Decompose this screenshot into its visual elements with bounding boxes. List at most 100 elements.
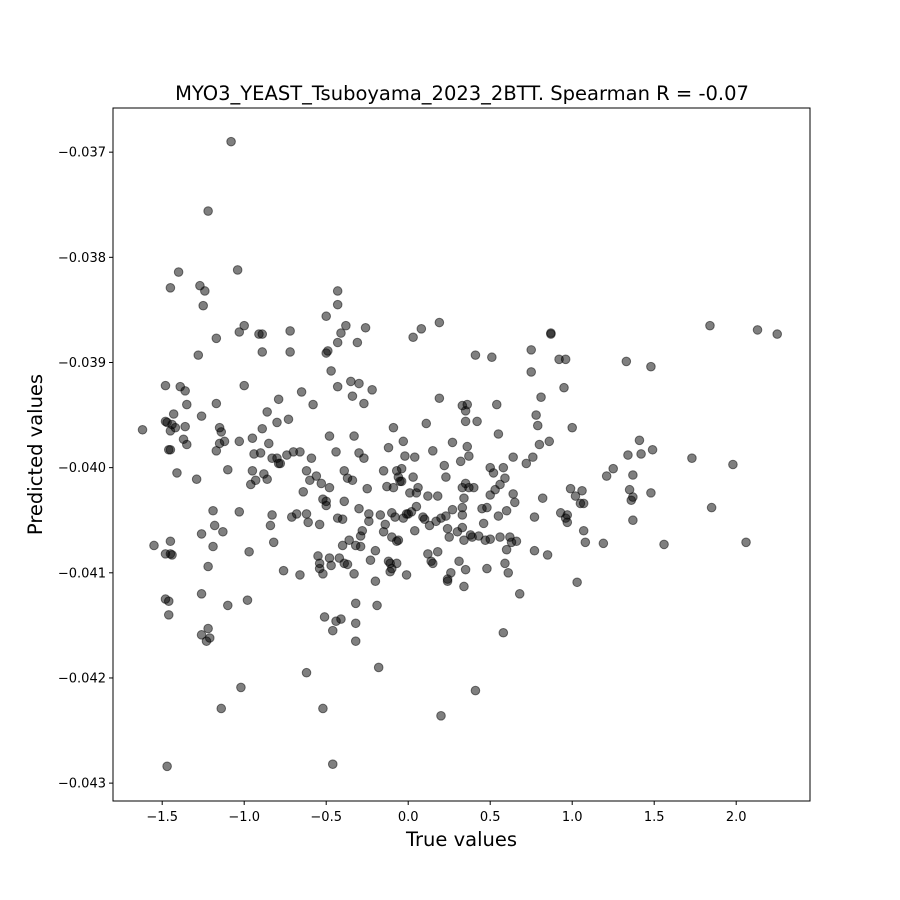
data-point bbox=[200, 286, 210, 296]
data-point bbox=[511, 536, 522, 547]
data-point bbox=[772, 329, 783, 339]
data-point bbox=[165, 283, 176, 293]
data-point bbox=[350, 618, 361, 629]
data-point bbox=[500, 473, 510, 483]
x-tick-label: −1.5 bbox=[146, 810, 178, 825]
data-point bbox=[268, 537, 279, 548]
data-point bbox=[301, 466, 312, 476]
data-point bbox=[529, 545, 540, 556]
data-point bbox=[495, 532, 505, 542]
data-point bbox=[706, 502, 717, 513]
data-point bbox=[239, 320, 249, 331]
data-point bbox=[434, 393, 445, 404]
data-point bbox=[318, 703, 328, 714]
data-point bbox=[577, 485, 587, 496]
data-point bbox=[487, 352, 497, 363]
data-point bbox=[250, 475, 261, 486]
data-point bbox=[209, 520, 220, 531]
data-point bbox=[488, 468, 499, 478]
data-point bbox=[441, 511, 451, 521]
data-point bbox=[621, 356, 632, 367]
data-point bbox=[447, 504, 458, 515]
data-point bbox=[332, 337, 343, 348]
data-point bbox=[510, 497, 520, 508]
data-point bbox=[608, 463, 619, 474]
data-point bbox=[472, 416, 482, 427]
data-point bbox=[401, 570, 412, 580]
data-point bbox=[165, 536, 176, 547]
data-point bbox=[493, 429, 504, 439]
data-point bbox=[349, 569, 359, 579]
data-point bbox=[359, 398, 369, 409]
data-point bbox=[482, 502, 492, 513]
data-point bbox=[244, 546, 254, 557]
data-point bbox=[508, 489, 518, 499]
data-point bbox=[216, 427, 227, 437]
data-point bbox=[355, 541, 366, 552]
chart-title: MYO3_YEAST_Tsuboyama_2023_2BTT. Spearman… bbox=[175, 82, 749, 105]
data-point bbox=[344, 535, 354, 546]
data-point bbox=[570, 491, 581, 501]
data-point bbox=[347, 391, 358, 401]
data-point bbox=[498, 627, 509, 638]
data-point bbox=[236, 682, 246, 693]
x-tick-label: 0.5 bbox=[480, 810, 501, 825]
data-point bbox=[208, 541, 218, 552]
data-point bbox=[336, 614, 346, 624]
data-point bbox=[336, 328, 346, 338]
data-point bbox=[408, 472, 418, 482]
data-point bbox=[544, 436, 555, 447]
data-point bbox=[163, 596, 174, 607]
data-point bbox=[216, 703, 227, 714]
data-point bbox=[493, 511, 504, 521]
data-point bbox=[316, 478, 327, 489]
data-point bbox=[226, 136, 236, 147]
data-point bbox=[562, 510, 573, 520]
data-point bbox=[165, 444, 176, 455]
data-point bbox=[247, 466, 258, 476]
data-point bbox=[372, 600, 382, 611]
data-point bbox=[646, 488, 656, 498]
data-point bbox=[396, 476, 407, 487]
x-axis-ticks: −1.5 −1.0 −0.5 0.0 0.5 1.0 1.5 2.0 bbox=[146, 801, 747, 825]
data-point bbox=[455, 456, 466, 467]
data-point bbox=[411, 501, 422, 512]
data-point bbox=[528, 452, 538, 462]
data-point bbox=[342, 559, 353, 570]
data-point bbox=[298, 487, 309, 497]
data-point bbox=[223, 464, 233, 475]
data-point bbox=[326, 366, 336, 376]
data-point bbox=[416, 324, 427, 334]
data-point bbox=[208, 505, 218, 516]
data-point bbox=[398, 436, 409, 447]
data-point bbox=[203, 561, 213, 572]
x-tick-label: −0.5 bbox=[310, 810, 342, 825]
data-point bbox=[409, 525, 420, 536]
data-point bbox=[636, 449, 646, 459]
data-point bbox=[457, 510, 468, 520]
data-point bbox=[514, 589, 525, 599]
x-tick-label: −1.0 bbox=[228, 810, 260, 825]
data-point bbox=[278, 565, 289, 576]
data-point bbox=[211, 398, 222, 409]
data-point bbox=[350, 636, 361, 646]
data-point bbox=[462, 399, 473, 410]
data-point bbox=[360, 322, 371, 333]
data-point bbox=[501, 505, 512, 516]
data-point bbox=[203, 623, 213, 634]
data-point bbox=[388, 482, 399, 493]
data-point bbox=[324, 482, 335, 493]
data-point bbox=[647, 444, 658, 455]
data-point bbox=[331, 447, 341, 457]
data-point bbox=[459, 493, 469, 503]
data-point bbox=[580, 537, 591, 548]
data-point bbox=[367, 385, 377, 395]
data-point bbox=[498, 462, 509, 473]
data-point bbox=[350, 598, 361, 609]
data-point bbox=[339, 496, 350, 507]
data-point bbox=[364, 516, 374, 527]
data-point bbox=[375, 510, 386, 520]
data-point bbox=[259, 469, 269, 479]
data-point bbox=[291, 509, 302, 519]
data-point bbox=[442, 576, 453, 587]
